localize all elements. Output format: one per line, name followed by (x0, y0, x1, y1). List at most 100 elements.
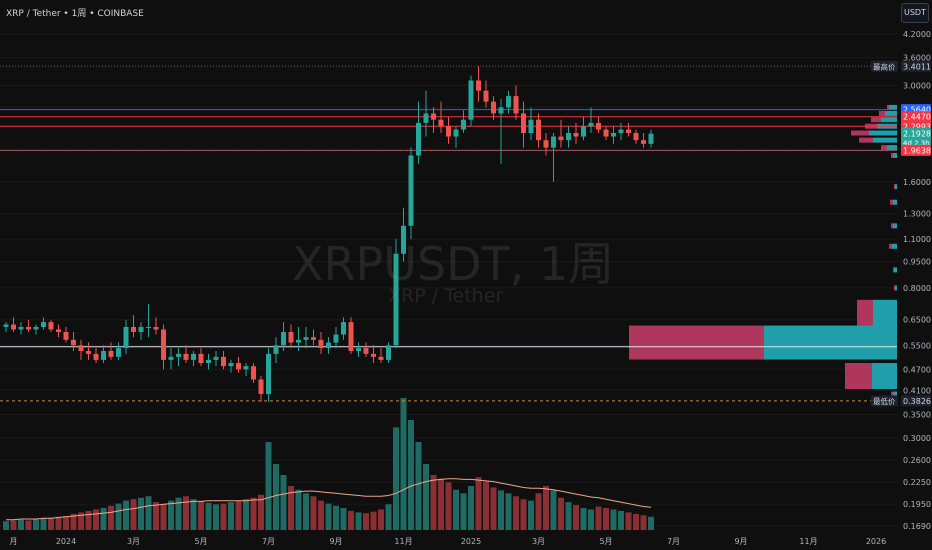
candle-body[interactable] (251, 366, 256, 380)
candle-body[interactable] (641, 140, 646, 144)
candle-body[interactable] (26, 326, 31, 330)
candle-body[interactable] (3, 324, 9, 327)
volume-bar (100, 508, 107, 530)
candle-body[interactable] (198, 353, 204, 363)
candle-body[interactable] (461, 119, 466, 130)
candle-body[interactable] (378, 356, 384, 360)
price-tag-label-box (871, 395, 898, 407)
candle-body[interactable] (446, 126, 451, 137)
candle-body[interactable] (213, 356, 219, 360)
candle-body[interactable] (498, 107, 504, 114)
candle-body[interactable] (648, 133, 654, 144)
candle-body[interactable] (101, 350, 106, 360)
candle-body[interactable] (521, 113, 526, 134)
candle-body[interactable] (401, 225, 406, 254)
candle-body[interactable] (191, 353, 196, 360)
candle-body[interactable] (536, 119, 541, 141)
volume-profile-down-bar (871, 117, 881, 123)
candle-body[interactable] (356, 348, 361, 351)
candle-body[interactable] (56, 329, 61, 332)
candle-body[interactable] (123, 326, 129, 349)
candle-body[interactable] (228, 362, 234, 367)
candle-body[interactable] (626, 129, 631, 134)
time-tick-label: 7月 (262, 537, 275, 546)
candle-body[interactable] (483, 90, 489, 102)
candle-body[interactable] (11, 324, 16, 330)
candle-body[interactable] (513, 96, 519, 114)
candle-body[interactable] (168, 356, 174, 360)
candle-body[interactable] (611, 133, 616, 137)
candle-body[interactable] (71, 339, 76, 346)
candle-body[interactable] (603, 129, 609, 137)
candle-body[interactable] (633, 133, 639, 141)
candle-body[interactable] (93, 353, 99, 360)
candle-body[interactable] (86, 350, 91, 354)
candle-body[interactable] (288, 331, 294, 343)
candle-body[interactable] (116, 348, 121, 357)
candle-body[interactable] (618, 129, 624, 134)
time-tick-label: 2025 (461, 537, 481, 546)
watermark-name: XRP / Tether (388, 285, 504, 307)
candle-body[interactable] (438, 119, 444, 127)
candle-body[interactable] (371, 353, 376, 357)
candle-body[interactable] (183, 353, 189, 360)
candle-body[interactable] (281, 331, 286, 346)
candle-body[interactable] (131, 326, 136, 332)
candle-body[interactable] (236, 362, 241, 370)
candle-body[interactable] (363, 348, 369, 354)
candle-body[interactable] (543, 140, 549, 148)
candle-body[interactable] (18, 326, 24, 330)
candle-body[interactable] (573, 133, 579, 137)
candle-body[interactable] (341, 322, 346, 335)
candle-body[interactable] (528, 119, 534, 134)
candle-body[interactable] (108, 350, 114, 357)
volume-bar (10, 520, 17, 530)
candle-body[interactable] (221, 356, 226, 367)
candle-body[interactable] (33, 326, 39, 330)
candle-body[interactable] (258, 379, 264, 395)
candle-body[interactable] (41, 322, 46, 327)
candle-body[interactable] (416, 122, 421, 156)
candle-body[interactable] (63, 331, 69, 340)
candle-body[interactable] (138, 326, 144, 332)
candle-body[interactable] (491, 101, 496, 114)
candle-body[interactable] (566, 133, 571, 141)
candle-body[interactable] (596, 122, 601, 130)
price-tick-label: 0.6500 (903, 316, 931, 325)
candle-body[interactable] (423, 113, 429, 123)
currency-button[interactable]: USDT (901, 3, 929, 23)
candle-body[interactable] (588, 122, 594, 127)
candle-body[interactable] (311, 337, 316, 340)
candle-body[interactable] (266, 353, 271, 395)
candle-body[interactable] (453, 129, 459, 137)
candle-body[interactable] (153, 326, 159, 330)
candle-body[interactable] (206, 359, 211, 363)
price-tag-label: 最低价 (873, 396, 896, 406)
candle-body[interactable] (348, 322, 354, 351)
volume-bar (318, 500, 324, 530)
candle-body[interactable] (333, 334, 339, 343)
candle-body[interactable] (558, 136, 564, 141)
candle-body[interactable] (393, 253, 399, 346)
candle-body[interactable] (326, 342, 331, 349)
candle-body[interactable] (176, 353, 181, 357)
candle-body[interactable] (48, 322, 54, 330)
candle-body[interactable] (296, 339, 301, 343)
candle-body[interactable] (468, 80, 474, 120)
candle-body[interactable] (78, 345, 84, 351)
candle-body[interactable] (581, 126, 586, 137)
candle-body[interactable] (431, 113, 436, 120)
candle-body[interactable] (476, 80, 481, 91)
candle-body[interactable] (408, 155, 414, 226)
volume-bar (475, 477, 482, 530)
candle-body[interactable] (506, 96, 511, 108)
candle-body[interactable] (386, 345, 391, 360)
candle-body[interactable] (146, 326, 151, 328)
candle-body[interactable] (318, 339, 324, 349)
candle-body[interactable] (273, 345, 279, 354)
candle-body[interactable] (161, 329, 166, 360)
candle-body[interactable] (551, 136, 556, 148)
candle-body[interactable] (303, 337, 309, 340)
candle-body[interactable] (243, 366, 249, 370)
